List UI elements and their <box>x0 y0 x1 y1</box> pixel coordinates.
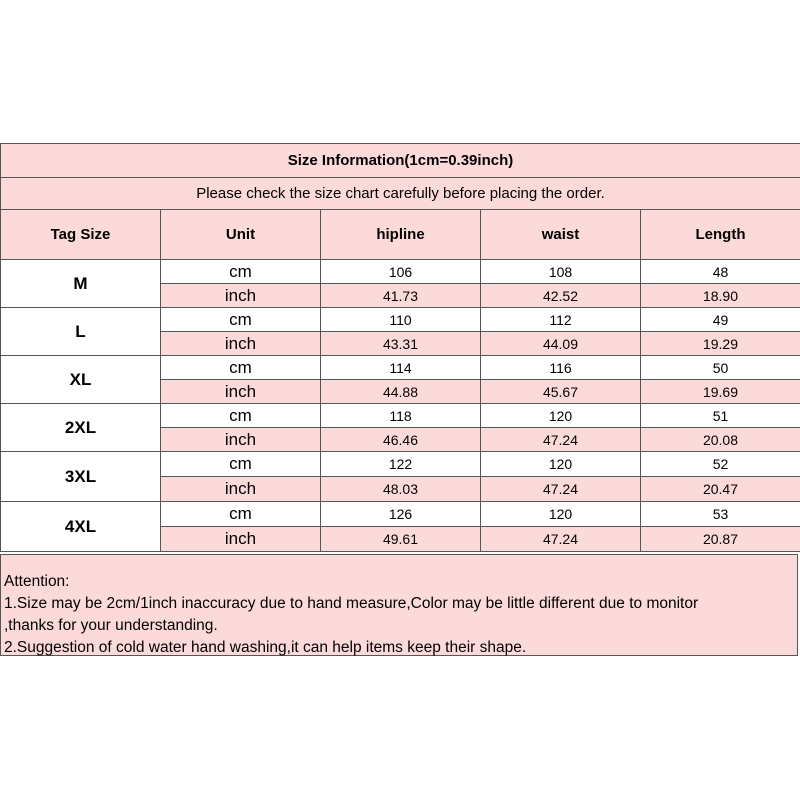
tag-size-cell: 4XL <box>0 501 161 552</box>
hipline-cell: 49.61 <box>320 526 481 552</box>
length-cell: 50 <box>640 355 800 380</box>
header-row: Tag Size Unit hipline waist Length <box>0 209 800 260</box>
unit-cell: inch <box>160 427 321 452</box>
tag-size-cell: L <box>0 307 161 356</box>
waist-cell: 47.24 <box>480 476 641 502</box>
hipline-cell: 126 <box>320 501 481 527</box>
table-row-XL-inch: inch 44.88 45.67 19.69 <box>1 379 800 404</box>
length-cell: 18.90 <box>640 283 800 308</box>
hipline-cell: 46.46 <box>320 427 481 452</box>
hipline-cell: 110 <box>320 307 481 332</box>
table-row-L-inch: inch 43.31 44.09 19.29 <box>1 331 800 356</box>
length-cell: 53 <box>640 501 800 527</box>
table-row-2XL-inch: inch 46.46 47.24 20.08 <box>1 427 800 452</box>
waist-cell: 116 <box>480 355 641 380</box>
waist-cell: 120 <box>480 403 641 428</box>
waist-cell: 42.52 <box>480 283 641 308</box>
unit-cell: inch <box>160 331 321 356</box>
tag-size-cell: 2XL <box>0 403 161 452</box>
header-tag-size: Tag Size <box>0 209 161 260</box>
attention-heading: Attention: <box>4 573 70 590</box>
header-length: Length <box>640 209 800 260</box>
table-row-M-inch: inch 41.73 42.52 18.90 <box>1 283 800 308</box>
waist-cell: 47.24 <box>480 427 641 452</box>
table-row-2XL-cm: 2XL cm 118 120 51 <box>0 403 800 452</box>
length-cell: 20.47 <box>640 476 800 502</box>
hipline-cell: 122 <box>320 451 481 477</box>
length-cell: 51 <box>640 403 800 428</box>
length-cell: 20.08 <box>640 427 800 452</box>
table-row-XL-cm: XL cm 114 116 50 <box>0 355 800 404</box>
header-unit: Unit <box>160 209 321 260</box>
size-chart-table: Size Information(1cm=0.39inch) Please ch… <box>0 143 800 552</box>
unit-cell: inch <box>160 476 321 502</box>
waist-cell: 112 <box>480 307 641 332</box>
unit-cell: cm <box>160 451 321 477</box>
chart-title: Size Information(1cm=0.39inch) <box>0 143 800 178</box>
chart-subtitle: Please check the size chart carefully be… <box>0 177 800 210</box>
length-cell: 20.87 <box>640 526 800 552</box>
hipline-cell: 106 <box>320 259 481 284</box>
hipline-cell: 118 <box>320 403 481 428</box>
tag-size-cell: XL <box>0 355 161 404</box>
waist-cell: 108 <box>480 259 641 284</box>
hipline-cell: 114 <box>320 355 481 380</box>
attention-note-1: 1.Size may be 2cm/1inch inaccuracy due t… <box>4 595 699 612</box>
hipline-cell: 41.73 <box>320 283 481 308</box>
waist-cell: 47.24 <box>480 526 641 552</box>
table-row-4XL-cm: 4XL cm 126 120 53 <box>0 501 800 552</box>
attention-note-1-cont: ,thanks for your understanding. <box>4 617 218 634</box>
length-cell: 52 <box>640 451 800 477</box>
header-hipline: hipline <box>320 209 481 260</box>
unit-cell: cm <box>160 355 321 380</box>
table-row-4XL-inch: inch 49.61 47.24 20.87 <box>1 526 800 552</box>
unit-cell: cm <box>160 259 321 284</box>
length-cell: 19.69 <box>640 379 800 404</box>
waist-cell: 45.67 <box>480 379 641 404</box>
attention-note-2: 2.Suggestion of cold water hand washing,… <box>4 639 527 656</box>
attention-notes: Attention: 1.Size may be 2cm/1inch inacc… <box>0 554 798 656</box>
unit-cell: cm <box>160 501 321 527</box>
unit-cell: cm <box>160 403 321 428</box>
hipline-cell: 48.03 <box>320 476 481 502</box>
waist-cell: 120 <box>480 451 641 477</box>
tag-size-cell: M <box>0 259 161 308</box>
header-waist: waist <box>480 209 641 260</box>
length-cell: 49 <box>640 307 800 332</box>
hipline-cell: 43.31 <box>320 331 481 356</box>
tag-size-cell: 3XL <box>0 451 161 502</box>
length-cell: 48 <box>640 259 800 284</box>
hipline-cell: 44.88 <box>320 379 481 404</box>
unit-cell: inch <box>160 526 321 552</box>
waist-cell: 120 <box>480 501 641 527</box>
length-cell: 19.29 <box>640 331 800 356</box>
unit-cell: inch <box>160 283 321 308</box>
unit-cell: inch <box>160 379 321 404</box>
waist-cell: 44.09 <box>480 331 641 356</box>
unit-cell: cm <box>160 307 321 332</box>
table-row-3XL-cm: 3XL cm 122 120 52 <box>0 451 800 502</box>
